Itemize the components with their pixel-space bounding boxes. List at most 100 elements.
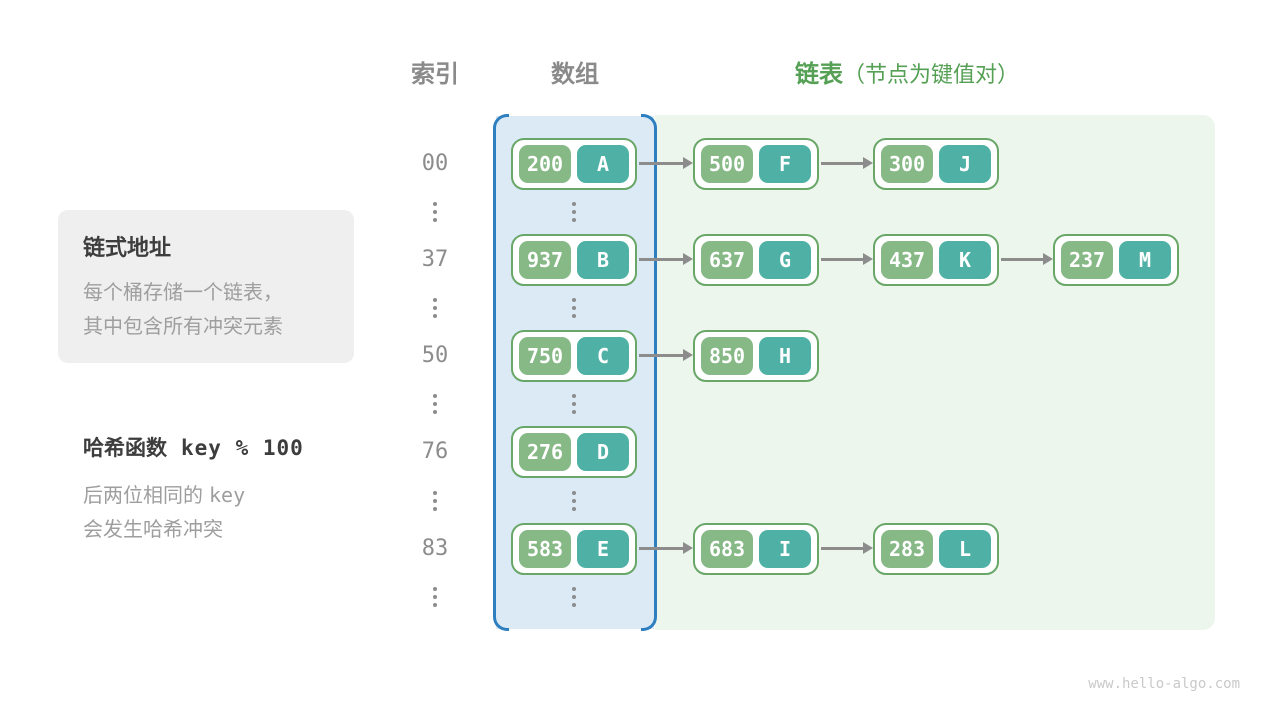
node-value: L xyxy=(939,530,991,568)
node-key: 583 xyxy=(519,530,571,568)
node-key: 500 xyxy=(701,145,753,183)
node-key: 683 xyxy=(701,530,753,568)
header-index: 索引 xyxy=(411,61,459,88)
node-value: I xyxy=(759,530,811,568)
node-key: 850 xyxy=(701,337,753,375)
ellipsis-dot xyxy=(433,402,437,406)
chain-node: 500 F xyxy=(693,138,819,190)
ellipsis-dot xyxy=(433,202,437,206)
index-label: 37 xyxy=(421,247,449,272)
ellipsis-dot xyxy=(433,218,437,222)
ellipsis-dot xyxy=(572,587,576,591)
array-bracket-left xyxy=(493,114,509,631)
arrow-right-icon xyxy=(821,253,873,265)
header-linked-list-label: 链表 xyxy=(795,61,843,88)
hash-function-note: 哈希函数 key % 100 后两位相同的 key 会发生哈希冲突 xyxy=(83,432,304,547)
ellipsis-dot xyxy=(572,314,576,318)
hash-function-title: 哈希函数 key % 100 xyxy=(83,432,304,462)
node-key: 200 xyxy=(519,145,571,183)
hash-note-line-2: 会发生哈希冲突 xyxy=(83,519,223,541)
node-key: 437 xyxy=(881,241,933,279)
ellipsis-dot xyxy=(572,491,576,495)
index-label: 00 xyxy=(421,151,449,176)
bucket-node: 276 D xyxy=(511,426,637,478)
ellipsis-dot xyxy=(433,314,437,318)
bucket-node: 200 A xyxy=(511,138,637,190)
array-ellipsis xyxy=(572,491,576,511)
node-value: H xyxy=(759,337,811,375)
ellipsis-dot xyxy=(572,410,576,414)
ellipsis-dot xyxy=(572,394,576,398)
node-key: 637 xyxy=(701,241,753,279)
header-array: 数组 xyxy=(551,61,599,88)
info-box-line-1: 每个桶存储一个链表， xyxy=(83,282,283,304)
array-bracket-right xyxy=(641,114,657,631)
ellipsis-dot xyxy=(572,218,576,222)
watermark: www.hello-algo.com xyxy=(1088,676,1240,692)
chain-node: 637 G xyxy=(693,234,819,286)
node-key: 276 xyxy=(519,433,571,471)
index-label: 50 xyxy=(421,343,449,368)
arrow-right-icon xyxy=(639,542,693,554)
arrow-right-icon xyxy=(639,253,693,265)
node-value: K xyxy=(939,241,991,279)
ellipsis-dot xyxy=(433,587,437,591)
ellipsis-dot xyxy=(572,499,576,503)
ellipsis-dot xyxy=(433,298,437,302)
hash-function-formula: key % 100 xyxy=(181,436,304,460)
hash-function-label: 哈希函数 xyxy=(83,437,167,460)
node-key: 937 xyxy=(519,241,571,279)
ellipsis-dot xyxy=(572,202,576,206)
arrow-right-icon xyxy=(821,157,873,169)
ellipsis-dot xyxy=(572,306,576,310)
arrow-right-icon xyxy=(821,542,873,554)
chain-node: 237 M xyxy=(1053,234,1179,286)
index-ellipsis xyxy=(433,394,437,414)
array-ellipsis xyxy=(572,202,576,222)
node-key: 750 xyxy=(519,337,571,375)
arrow-right-icon xyxy=(639,349,693,361)
node-key: 283 xyxy=(881,530,933,568)
chain-node: 437 K xyxy=(873,234,999,286)
node-value: E xyxy=(577,530,629,568)
hash-note-line-1: 后两位相同的 key xyxy=(83,483,246,507)
bucket-node: 937 B xyxy=(511,234,637,286)
arrow-right-icon xyxy=(639,157,693,169)
chain-node: 683 I xyxy=(693,523,819,575)
node-value: D xyxy=(577,433,629,471)
bucket-node: 750 C xyxy=(511,330,637,382)
ellipsis-dot xyxy=(572,507,576,511)
array-ellipsis xyxy=(572,298,576,318)
array-ellipsis xyxy=(572,587,576,607)
node-value: C xyxy=(577,337,629,375)
chain-node: 850 H xyxy=(693,330,819,382)
ellipsis-dot xyxy=(433,603,437,607)
ellipsis-dot xyxy=(433,210,437,214)
ellipsis-dot xyxy=(572,595,576,599)
ellipsis-dot xyxy=(433,491,437,495)
node-value: J xyxy=(939,145,991,183)
chaining-info-box: 链式地址 每个桶存储一个链表， 其中包含所有冲突元素 xyxy=(58,210,354,363)
ellipsis-dot xyxy=(433,394,437,398)
header-linked-list: 链表（节点为键值对） xyxy=(795,54,1215,89)
array-ellipsis xyxy=(572,394,576,414)
node-key: 300 xyxy=(881,145,933,183)
index-ellipsis xyxy=(433,298,437,318)
ellipsis-dot xyxy=(572,210,576,214)
bucket-node: 583 E xyxy=(511,523,637,575)
node-value: B xyxy=(577,241,629,279)
index-ellipsis xyxy=(433,587,437,607)
ellipsis-dot xyxy=(572,603,576,607)
node-value: G xyxy=(759,241,811,279)
chain-node: 283 L xyxy=(873,523,999,575)
node-key: 237 xyxy=(1061,241,1113,279)
index-label: 76 xyxy=(421,439,449,464)
ellipsis-dot xyxy=(572,402,576,406)
header-linked-list-note: （节点为键值对） xyxy=(843,62,1020,87)
chain-node: 300 J xyxy=(873,138,999,190)
index-label: 83 xyxy=(421,536,449,561)
ellipsis-dot xyxy=(433,507,437,511)
node-value: M xyxy=(1119,241,1171,279)
ellipsis-dot xyxy=(433,410,437,414)
arrow-right-icon xyxy=(1001,253,1053,265)
